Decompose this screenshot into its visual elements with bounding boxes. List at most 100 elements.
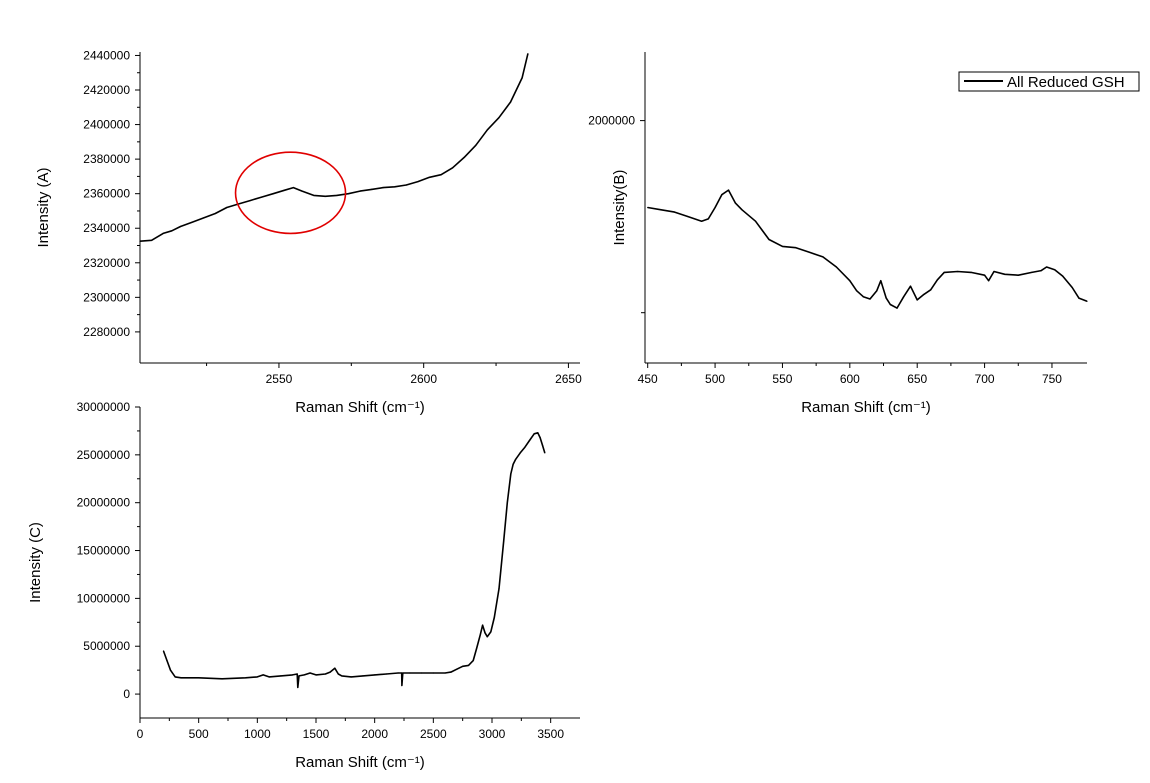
series-line	[162, 432, 546, 689]
data-point	[781, 245, 784, 247]
data-point	[514, 459, 517, 461]
data-point	[510, 473, 512, 475]
data-point	[421, 672, 423, 674]
data-point	[734, 202, 736, 204]
data-point	[394, 186, 396, 188]
data-point	[1078, 297, 1080, 299]
data-point	[179, 225, 182, 228]
data-point	[528, 439, 531, 442]
data-point	[337, 673, 339, 675]
data-point	[503, 540, 505, 542]
x-tick-label: 550	[772, 372, 792, 386]
data-point	[359, 190, 361, 192]
data-point	[1062, 275, 1064, 277]
y-tick-label: 10000000	[77, 591, 131, 605]
y-tick-label: 2280000	[83, 325, 130, 339]
data-point	[768, 238, 770, 241]
data-point	[721, 194, 723, 196]
data-point	[484, 632, 486, 634]
x-tick-label: 500	[189, 727, 209, 741]
data-point	[292, 187, 294, 189]
data-point	[1046, 266, 1048, 268]
data-point	[151, 239, 153, 241]
data-point	[533, 433, 535, 435]
data-point	[139, 240, 141, 242]
y-axis-label: Intensity(B)	[611, 170, 628, 246]
data-point	[903, 296, 905, 298]
data-point	[256, 676, 258, 678]
data-point	[943, 271, 945, 273]
data-point	[822, 256, 824, 258]
data-point	[1071, 286, 1073, 289]
data-point	[303, 674, 305, 676]
data-point	[296, 673, 298, 675]
data-point	[476, 647, 478, 649]
y-tick-label: 2340000	[83, 221, 130, 235]
data-point	[203, 217, 205, 219]
data-point	[324, 195, 326, 197]
data-point	[1004, 273, 1006, 275]
data-point	[221, 678, 223, 680]
data-point	[498, 117, 500, 119]
data-point	[324, 673, 326, 675]
data-point	[401, 672, 403, 674]
data-point	[521, 77, 523, 79]
data-point	[509, 101, 512, 103]
y-tick-label: 2420000	[83, 83, 130, 97]
data-point	[180, 677, 182, 679]
data-point	[741, 209, 743, 211]
x-tick-label: 500	[705, 372, 725, 386]
data-point	[245, 677, 247, 679]
panel-c: 0 500 1000 1500 2000 2500 3000 3500 0 5000000 1000…	[27, 400, 580, 771]
data-point	[482, 624, 484, 626]
data-point	[486, 129, 488, 131]
data-point	[936, 279, 939, 281]
y-tick-label: 2320000	[83, 256, 130, 270]
data-point	[876, 290, 878, 292]
data-point	[849, 280, 851, 282]
data-point	[374, 674, 376, 676]
data-point	[660, 209, 662, 211]
data-point	[162, 650, 165, 652]
data-point	[880, 280, 882, 282]
data-point	[171, 230, 173, 232]
data-point	[401, 684, 403, 687]
legend: All Reduced GSH	[958, 71, 1140, 92]
data-point	[687, 216, 689, 218]
data-point	[166, 660, 168, 662]
y-tick-label: 0	[123, 687, 130, 701]
x-tick-label: 2000	[361, 727, 388, 741]
data-point	[808, 251, 811, 253]
x-axis-label: Raman Shift (cm⁻¹)	[295, 754, 425, 771]
data-point	[714, 206, 716, 209]
y-tick-label: 2300000	[83, 290, 130, 304]
data-point	[280, 675, 282, 677]
data-point	[795, 247, 797, 249]
x-tick-label: 2500	[420, 727, 447, 741]
data-point	[727, 189, 730, 191]
data-point	[988, 280, 990, 282]
x-tick-label: 2600	[410, 372, 437, 386]
data-point	[249, 200, 251, 202]
data-point	[647, 206, 649, 209]
data-point	[341, 675, 343, 677]
data-point	[1054, 269, 1056, 271]
x-tick-label: 0	[137, 727, 144, 741]
data-point	[544, 452, 546, 454]
data-point	[498, 588, 500, 590]
data-point	[347, 193, 349, 195]
data-point	[957, 270, 959, 273]
data-point	[297, 686, 299, 689]
data-point	[862, 296, 864, 298]
data-point	[539, 437, 541, 439]
y-tick-label: 2440000	[83, 48, 130, 62]
x-tick-label: 1000	[244, 727, 271, 741]
data-point	[701, 220, 703, 222]
data-point	[301, 190, 303, 192]
data-point	[835, 266, 838, 268]
data-point	[707, 218, 709, 220]
data-point	[493, 616, 495, 619]
data-point	[450, 671, 452, 673]
data-point	[268, 676, 270, 678]
x-tick-label: 650	[907, 372, 927, 386]
